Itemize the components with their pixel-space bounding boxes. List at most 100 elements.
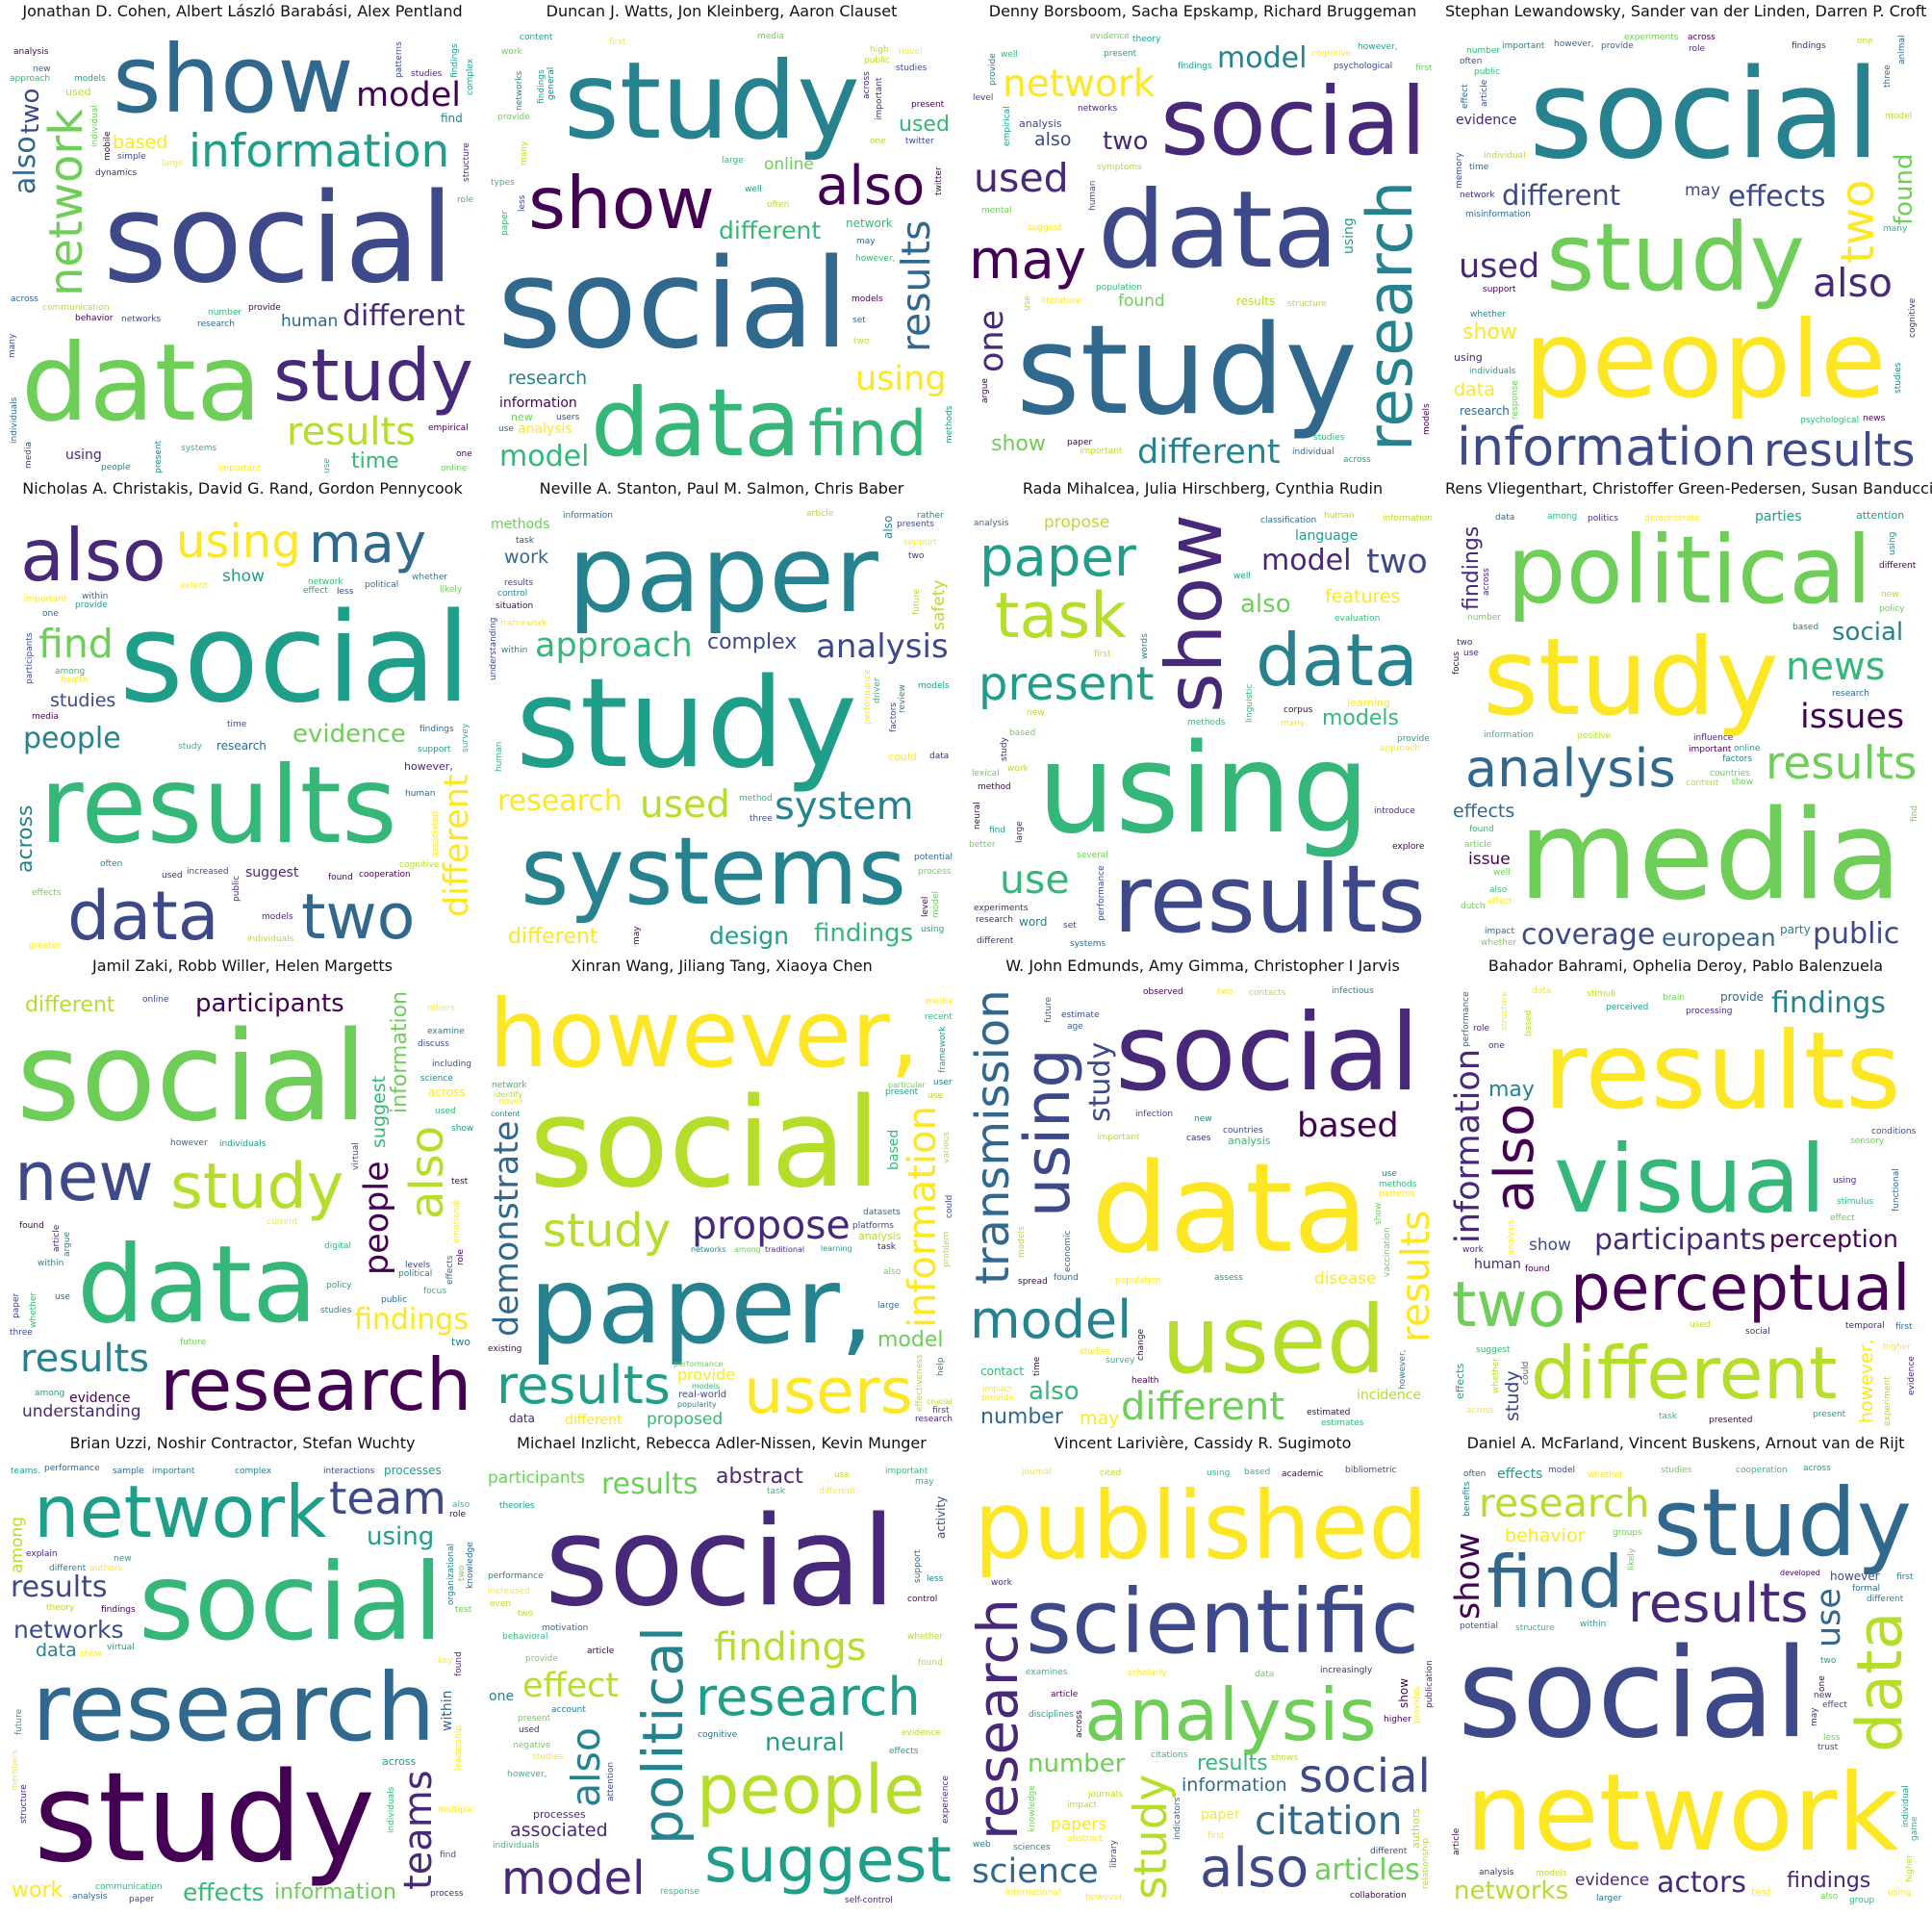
cloud-word: support xyxy=(903,538,937,548)
cloud-word: citation xyxy=(1255,1798,1403,1844)
cloud-word: political xyxy=(630,1626,696,1845)
cloud-word: present xyxy=(1813,1410,1846,1419)
cloud-word: attention xyxy=(606,1761,616,1801)
cloud-word: provide xyxy=(75,600,108,610)
cloud-word: current xyxy=(267,1217,298,1227)
wordcloud-panel: Daniel A. McFarland, Vincent Buskens, Ar… xyxy=(1445,1434,1926,1911)
cloud-word: information xyxy=(1182,1775,1287,1796)
panel-title: Duncan J. Watts, Jon Kleinberg, Aaron Cl… xyxy=(546,2,898,20)
cloud-word: find xyxy=(808,398,928,471)
cloud-word: design xyxy=(709,922,789,950)
cloud-word: potential xyxy=(1460,1621,1499,1631)
cloud-word: two xyxy=(1831,179,1885,264)
cloud-word: two xyxy=(1457,638,1473,648)
cloud-word: time xyxy=(1469,163,1489,172)
cloud-word: coverage xyxy=(1521,918,1656,952)
cloud-word: network xyxy=(1460,191,1495,200)
cloud-word: show xyxy=(451,1124,474,1134)
cloud-word: complex xyxy=(466,58,475,95)
cloud-word: however, xyxy=(1856,1339,1877,1423)
cloud-word: people xyxy=(1524,298,1887,422)
cloud-word: results xyxy=(39,744,397,868)
cloud-word: factors xyxy=(1722,754,1753,764)
cloud-word: important xyxy=(1097,1133,1140,1142)
cloud-word: data xyxy=(591,369,801,477)
cloud-word: data xyxy=(21,321,263,446)
cloud-word: rather xyxy=(917,511,944,521)
cloud-word: positive xyxy=(1577,731,1612,741)
cloud-word: results xyxy=(1197,1751,1268,1775)
cloud-word: well xyxy=(745,185,762,194)
cloud-word: complex xyxy=(235,1467,272,1476)
cloud-word: first xyxy=(1895,1322,1913,1332)
cloud-word: models xyxy=(852,294,883,304)
cloud-word: population xyxy=(1096,283,1142,293)
cloud-word: however xyxy=(170,1138,208,1148)
cloud-word: different xyxy=(565,1413,623,1428)
cloud-word: negative xyxy=(513,1741,551,1750)
panel-title: Daniel A. McFarland, Vincent Buskens, Ar… xyxy=(1466,1434,1905,1452)
wordcloud-panel: Duncan J. Watts, Jon Kleinberg, Aaron Cl… xyxy=(481,2,962,479)
cloud-word: networks xyxy=(1454,1877,1569,1905)
cloud-word: increased xyxy=(187,867,229,877)
cloud-word: one xyxy=(489,1689,515,1704)
cloud-word: behavioral xyxy=(502,1632,548,1642)
cloud-word: study xyxy=(543,1204,672,1258)
cloud-word: abstract xyxy=(716,1465,803,1489)
cloud-word: methods xyxy=(1379,1180,1417,1189)
cloud-word: networks xyxy=(691,1245,726,1254)
cloud-word: methods xyxy=(945,405,954,444)
cloud-word: trust xyxy=(1818,1743,1839,1752)
cloud-word: examines xyxy=(1026,1668,1068,1677)
wordcloud: study paper systems used analysis system appro… xyxy=(481,508,962,957)
wordcloud: perceptual results visual different two also i… xyxy=(1445,985,1926,1434)
cloud-word: human xyxy=(1474,1257,1521,1272)
cloud-word: may xyxy=(309,513,427,575)
wordcloud: social data new research study results also fin… xyxy=(2,985,483,1434)
cloud-word: show xyxy=(1374,1202,1384,1225)
cloud-word: study xyxy=(564,39,860,164)
cloud-word: models xyxy=(918,681,950,691)
cloud-word: likely xyxy=(1627,1547,1637,1570)
cloud-word: public xyxy=(1474,67,1501,77)
cloud-word: also xyxy=(452,1500,470,1510)
cloud-word: learning xyxy=(821,1244,852,1253)
cloud-word: two xyxy=(1366,543,1428,581)
cloud-word: based xyxy=(1244,1468,1271,1477)
cloud-word: actors xyxy=(1657,1866,1746,1900)
cloud-word: findings xyxy=(1792,41,1826,51)
cloud-word: experience xyxy=(941,1775,951,1824)
cloud-word: paper xyxy=(1067,438,1093,447)
cloud-word: recent xyxy=(925,1012,953,1022)
cloud-word: cited xyxy=(1100,1468,1122,1478)
cloud-word: network xyxy=(308,577,343,587)
cloud-word: behavior xyxy=(1505,1525,1586,1546)
cloud-word: well xyxy=(1233,572,1251,581)
cloud-word: social xyxy=(545,1491,896,1634)
cloud-word: people xyxy=(697,1750,926,1829)
cloud-word: online xyxy=(1734,744,1761,753)
cloud-word: brain xyxy=(1663,993,1686,1003)
cloud-word: role xyxy=(457,195,474,205)
wordcloud-panel: Brian Uzzi, Noshir Contractor, Stefan Wu… xyxy=(2,1434,483,1911)
cloud-word: across xyxy=(428,1085,466,1099)
cloud-word: psychological xyxy=(1800,416,1860,425)
cloud-word: findings xyxy=(101,1605,136,1615)
cloud-word: first xyxy=(932,1406,950,1416)
cloud-word: important xyxy=(152,1467,195,1476)
cloud-word: first xyxy=(1415,64,1433,73)
cloud-word: digital xyxy=(324,1241,351,1251)
cloud-word: however, xyxy=(1358,42,1398,52)
cloud-word: various xyxy=(942,1132,952,1163)
cloud-word: one xyxy=(1488,1041,1505,1051)
cloud-word: three xyxy=(750,814,773,824)
cloud-word: incidence xyxy=(1357,1388,1422,1403)
cloud-word: approach xyxy=(535,626,693,665)
wordcloud-panel: Rens Vliegenthart, Christoffer Green-Ped… xyxy=(1445,479,1932,957)
cloud-word: new xyxy=(14,1137,154,1216)
cloud-word: social xyxy=(139,1541,444,1665)
cloud-word: two xyxy=(451,1336,471,1348)
cloud-word: article xyxy=(1464,840,1492,850)
cloud-word: analysis xyxy=(1084,1672,1377,1757)
cloud-word: different xyxy=(1502,179,1621,212)
